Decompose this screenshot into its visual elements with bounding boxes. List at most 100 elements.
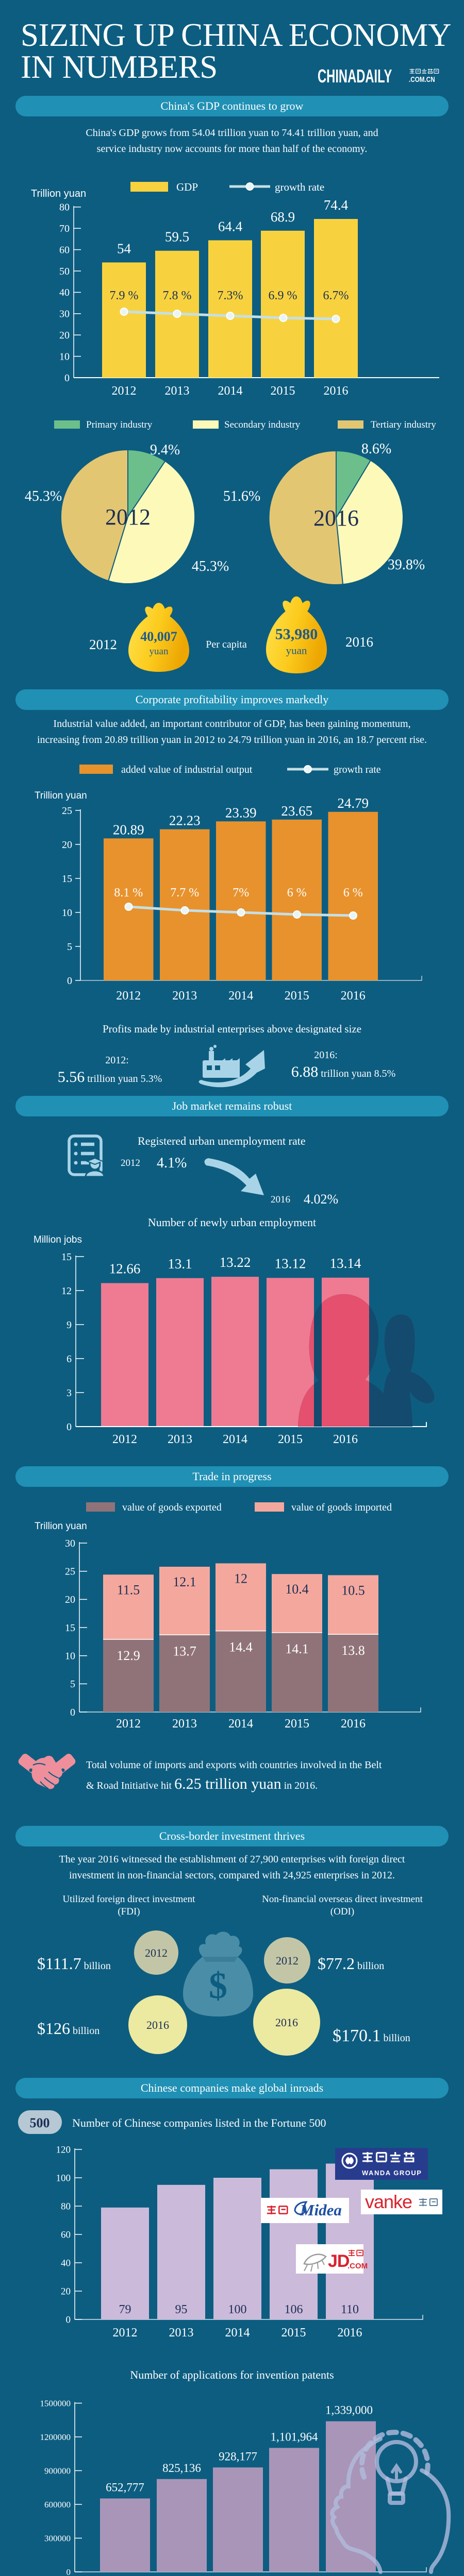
- svg-text:Number of Chinese companies li: Number of Chinese companies listed in th…: [72, 2116, 326, 2129]
- svg-text:13.7: 13.7: [173, 1643, 196, 1658]
- svg-text:2016: 2016: [313, 505, 359, 531]
- svg-text:120: 120: [56, 2144, 71, 2155]
- svg-text:8.6%: 8.6%: [361, 441, 391, 457]
- svg-text:1200000: 1200000: [40, 2432, 71, 2442]
- svg-text:$111.7 billion: $111.7 billion: [37, 1954, 111, 1973]
- svg-text:Per capita: Per capita: [206, 639, 247, 650]
- svg-text:yuan: yuan: [286, 644, 307, 656]
- svg-text:0: 0: [70, 1707, 75, 1718]
- svg-text:5: 5: [70, 1679, 75, 1690]
- svg-text:500: 500: [30, 2115, 50, 2130]
- svg-text:2012: 2012: [116, 989, 141, 1003]
- svg-text:2012: 2012: [105, 504, 151, 530]
- svg-text:6.9 %: 6.9 %: [269, 289, 297, 302]
- svg-text:10: 10: [59, 351, 70, 362]
- svg-text:6 %: 6 %: [287, 886, 307, 900]
- svg-text:53,980: 53,980: [275, 625, 318, 642]
- svg-text:6.88 trillion yuan 8.5%: 6.88 trillion yuan 8.5%: [291, 1063, 395, 1080]
- svg-text:0: 0: [67, 975, 72, 987]
- svg-text:40,007: 40,007: [140, 629, 177, 644]
- svg-text:3: 3: [67, 1387, 72, 1399]
- svg-text:2012: 2012: [113, 2326, 138, 2340]
- svg-text:10: 10: [65, 1651, 75, 1662]
- svg-text:12.9: 12.9: [117, 1648, 140, 1663]
- svg-text:.COM.CN: .COM.CN: [409, 75, 435, 84]
- svg-text:4.1%: 4.1%: [157, 1155, 187, 1171]
- svg-text:12.1: 12.1: [173, 1574, 196, 1589]
- svg-text:60: 60: [61, 2229, 71, 2240]
- svg-text:22.23: 22.23: [169, 813, 201, 828]
- svg-text:110: 110: [341, 2303, 359, 2316]
- svg-text:Utilized foreign direct invest: Utilized foreign direct investment: [63, 1894, 196, 1905]
- svg-text:25: 25: [65, 1566, 75, 1578]
- svg-text:2012: 2012: [112, 384, 137, 398]
- svg-text:64.4: 64.4: [218, 218, 243, 234]
- svg-text:2016:: 2016:: [314, 1049, 338, 1061]
- svg-text:2013: 2013: [172, 1717, 197, 1731]
- svg-text:825,136: 825,136: [162, 2462, 201, 2475]
- svg-text:13.12: 13.12: [275, 1256, 306, 1271]
- svg-text:4.02%: 4.02%: [304, 1192, 338, 1207]
- svg-text:95: 95: [175, 2303, 188, 2316]
- svg-text:20: 20: [59, 330, 70, 341]
- svg-text:Number of applications for inv: Number of applications for invention pat…: [130, 2368, 334, 2381]
- svg-text:Non-financial overseas direct: Non-financial overseas direct investment: [262, 1894, 423, 1905]
- svg-text:$126 billion: $126 billion: [37, 2019, 100, 2038]
- svg-text:0: 0: [66, 2314, 71, 2325]
- svg-text:$170.1 billion: $170.1 billion: [333, 2026, 410, 2045]
- svg-text:13.8: 13.8: [341, 1643, 365, 1658]
- svg-text:yuan: yuan: [150, 646, 169, 657]
- svg-text:300000: 300000: [44, 2533, 71, 2543]
- svg-text:7.7 %: 7.7 %: [170, 886, 199, 900]
- svg-text:.COM: .COM: [347, 2262, 368, 2270]
- svg-text:20: 20: [65, 1594, 75, 1605]
- svg-text:& Road Initiative hit 6.25 tri: & Road Initiative hit 6.25 trillion yuan…: [86, 1775, 318, 1792]
- svg-text:70: 70: [59, 223, 70, 234]
- svg-text:JD: JD: [328, 2251, 350, 2271]
- svg-text:79: 79: [119, 2303, 131, 2316]
- svg-text:40: 40: [61, 2258, 71, 2268]
- svg-text:60: 60: [59, 244, 70, 256]
- svg-text:30: 30: [59, 309, 70, 320]
- svg-text:106: 106: [285, 2303, 303, 2316]
- svg-text:9: 9: [67, 1319, 72, 1331]
- svg-text:0: 0: [64, 372, 70, 384]
- svg-text:1,101,964: 1,101,964: [271, 2430, 319, 2443]
- svg-text:$: $: [209, 1965, 227, 2006]
- svg-text:25: 25: [62, 805, 72, 817]
- svg-text:2015: 2015: [278, 1433, 303, 1446]
- svg-text:15: 15: [65, 1622, 75, 1634]
- svg-text:2015: 2015: [285, 989, 309, 1003]
- svg-text:0: 0: [67, 2567, 71, 2576]
- svg-text:2014: 2014: [228, 989, 253, 1003]
- svg-text:652,777: 652,777: [106, 2481, 144, 2494]
- svg-text:Registered urban unemployment: Registered urban unemployment rate: [138, 1134, 306, 1147]
- svg-text:2012: 2012: [276, 1954, 299, 1967]
- svg-text:80: 80: [59, 202, 70, 213]
- svg-text:2013: 2013: [168, 1433, 192, 1446]
- svg-text:20: 20: [61, 2286, 71, 2297]
- svg-text:growth rate: growth rate: [334, 764, 381, 775]
- svg-text:Primary industry: Primary industry: [86, 419, 153, 430]
- svg-text:2016: 2016: [146, 2019, 169, 2031]
- svg-text:growth rate: growth rate: [275, 181, 324, 193]
- svg-text:2012: 2012: [121, 1158, 140, 1168]
- svg-text:Tertiary industry: Tertiary industry: [371, 419, 436, 430]
- svg-text:6: 6: [67, 1353, 72, 1365]
- svg-text:2014: 2014: [225, 2326, 250, 2340]
- svg-text:Secondary industry: Secondary industry: [224, 419, 301, 430]
- svg-text:12: 12: [234, 1571, 247, 1586]
- svg-text:7%: 7%: [233, 886, 249, 900]
- svg-text:2015: 2015: [285, 1717, 309, 1731]
- svg-text:2016: 2016: [333, 1433, 358, 1446]
- svg-text:39.8%: 39.8%: [388, 557, 425, 573]
- svg-text:45.3%: 45.3%: [192, 558, 229, 574]
- svg-text:15: 15: [61, 1251, 72, 1263]
- svg-text:(FDI): (FDI): [118, 1906, 140, 1917]
- svg-text:20.89: 20.89: [113, 822, 144, 837]
- svg-text:Midea: Midea: [300, 2201, 342, 2219]
- svg-text:45.3%: 45.3%: [25, 488, 62, 504]
- svg-text:Profits made by industrial ent: Profits made by industrial enterprises a…: [103, 1023, 361, 1035]
- svg-text:2012: 2012: [89, 637, 117, 652]
- svg-text:80: 80: [61, 2201, 71, 2212]
